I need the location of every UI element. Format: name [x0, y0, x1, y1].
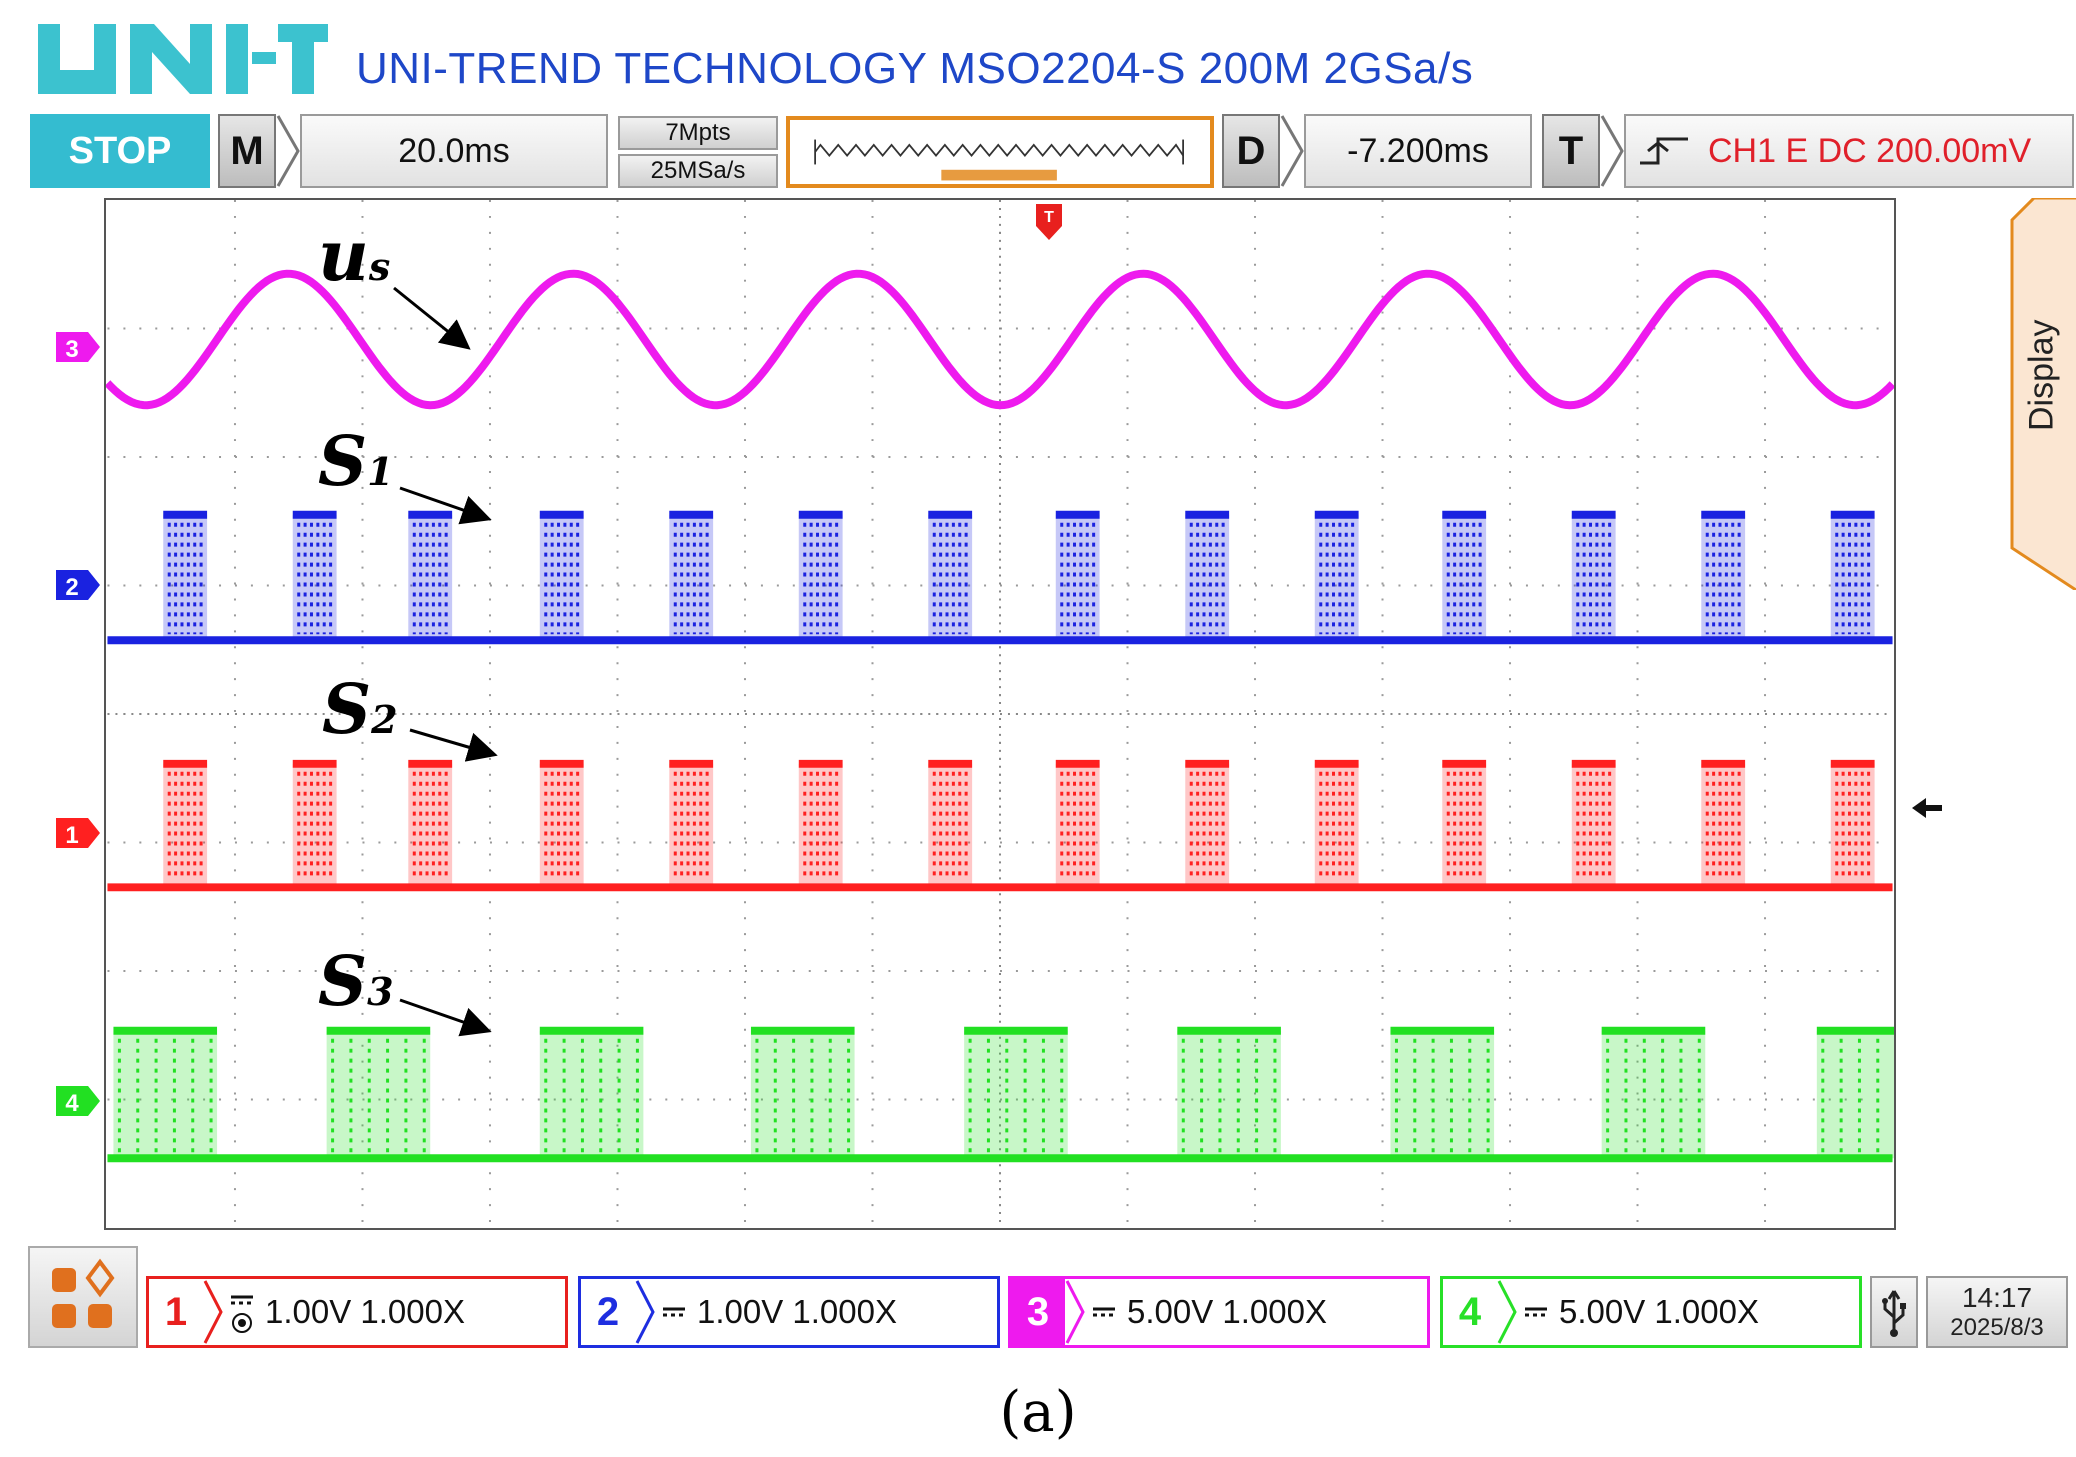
trace-s3-pulse	[750, 1030, 855, 1159]
scope-display[interactable]	[104, 198, 1896, 1230]
svg-text:T: T	[1044, 209, 1054, 226]
timebase-key[interactable]: M	[218, 114, 276, 188]
chevron-right-icon	[635, 1280, 655, 1344]
label-us: us	[318, 214, 391, 297]
rising-edge-icon	[1640, 137, 1688, 165]
delay-key[interactable]: D	[1222, 114, 1280, 188]
channel-3-settings[interactable]: 3 5.00V 1.000X	[1008, 1276, 1430, 1348]
chevron-right-icon	[276, 115, 300, 187]
run-stop-button[interactable]: STOP	[30, 114, 210, 188]
channel-4-settings[interactable]: 4 5.00V 1.000X	[1440, 1276, 1862, 1348]
clock-time: 14:17	[1961, 1282, 2033, 1313]
trigger-position-marker[interactable]: T	[1034, 202, 1064, 242]
channel-4-scale: 5.00V 1.000X	[1559, 1293, 1759, 1330]
trace-s3-pulse	[1601, 1030, 1706, 1159]
channel-4-number: 4	[1458, 1289, 1482, 1334]
memory-depth: 7Mpts	[618, 116, 778, 150]
dc-coupling-icon	[1525, 1307, 1547, 1317]
trace-s3	[107, 1026, 1894, 1163]
clock-date: 2025/8/3	[1950, 1314, 2044, 1341]
channel-marker-3: 3	[56, 332, 100, 363]
chevron-right-icon	[203, 1280, 223, 1344]
trace-s2	[107, 759, 1893, 892]
dc-coupling-icon	[231, 1295, 253, 1333]
channel-2-settings[interactable]: 2 1.00V 1.000X	[578, 1276, 1000, 1348]
channel-1-settings[interactable]: 1 1.00V 1.000X	[146, 1276, 568, 1348]
svg-text:3: 3	[65, 336, 78, 363]
chevron-right-icon	[1065, 1280, 1085, 1344]
channel-marker-1: 1	[56, 818, 100, 849]
trace-us	[106, 269, 1894, 410]
trace-s3-pulse	[1390, 1030, 1495, 1159]
trace-s3-pulse	[326, 1030, 431, 1159]
waveform-overview[interactable]	[786, 116, 1214, 188]
traces	[106, 269, 1894, 1163]
channel-3-scale: 5.00V 1.000X	[1127, 1293, 1327, 1330]
display-tab-shape[interactable]	[2004, 198, 2076, 590]
chevron-right-icon	[1280, 115, 1304, 187]
main-menu-button[interactable]	[28, 1246, 138, 1348]
usb-icon[interactable]	[1870, 1276, 1918, 1348]
uni-t-logo	[38, 24, 328, 94]
trace-s1	[107, 510, 1893, 645]
channel-markers: 3 2 1 4	[56, 332, 100, 1117]
svg-text:1: 1	[65, 822, 78, 849]
svg-text:4: 4	[65, 1090, 79, 1117]
label-s1: S1	[318, 422, 394, 502]
channel-1-number: 1	[164, 1289, 188, 1334]
svg-text:2: 2	[65, 574, 78, 601]
dc-coupling-icon	[663, 1307, 685, 1317]
system-clock: 14:17 2025/8/3	[1926, 1276, 2068, 1348]
channel-1-scale: 1.00V 1.000X	[265, 1293, 465, 1330]
figure-caption: (a)	[999, 1380, 1077, 1445]
channel-2-number: 2	[596, 1289, 620, 1334]
trigger-text: CH1 E DC 200.00mV	[1708, 131, 2032, 170]
trigger-setting[interactable]: CH1 E DC 200.00mV	[1624, 114, 2074, 188]
timebase-value[interactable]: 20.0ms	[300, 114, 608, 188]
chevron-right-icon	[1600, 115, 1624, 187]
trigger-key[interactable]: T	[1542, 114, 1600, 188]
menu-grid-icon	[52, 1258, 115, 1328]
channel-3-number: 3	[1011, 1279, 1065, 1345]
delay-value[interactable]: -7.200ms	[1304, 114, 1532, 188]
label-s2: S2	[322, 670, 398, 750]
label-s3: S3	[318, 942, 394, 1022]
graticule	[107, 200, 1893, 1228]
trace-s3-pulse	[113, 1030, 218, 1159]
channel-marker-2: 2	[56, 570, 100, 601]
sample-rate: 25MSa/s	[618, 154, 778, 188]
channel-marker-4: 4	[56, 1086, 100, 1117]
channel-2-scale: 1.00V 1.000X	[697, 1293, 897, 1330]
trace-s3-pulse	[964, 1030, 1068, 1159]
brand-title: UNI-TREND TECHNOLOGY MSO2204-S 200M 2GSa…	[356, 44, 1474, 93]
display-tab-label[interactable]: Display	[2022, 319, 2061, 431]
dc-coupling-icon	[1093, 1307, 1115, 1317]
trace-s3-pulse	[1816, 1030, 1894, 1159]
trace-s3-pulse	[539, 1030, 644, 1159]
trigger-level-arrow-icon	[1912, 798, 1942, 818]
trace-s3-pulse	[1177, 1030, 1281, 1159]
chevron-right-icon	[1497, 1280, 1517, 1344]
